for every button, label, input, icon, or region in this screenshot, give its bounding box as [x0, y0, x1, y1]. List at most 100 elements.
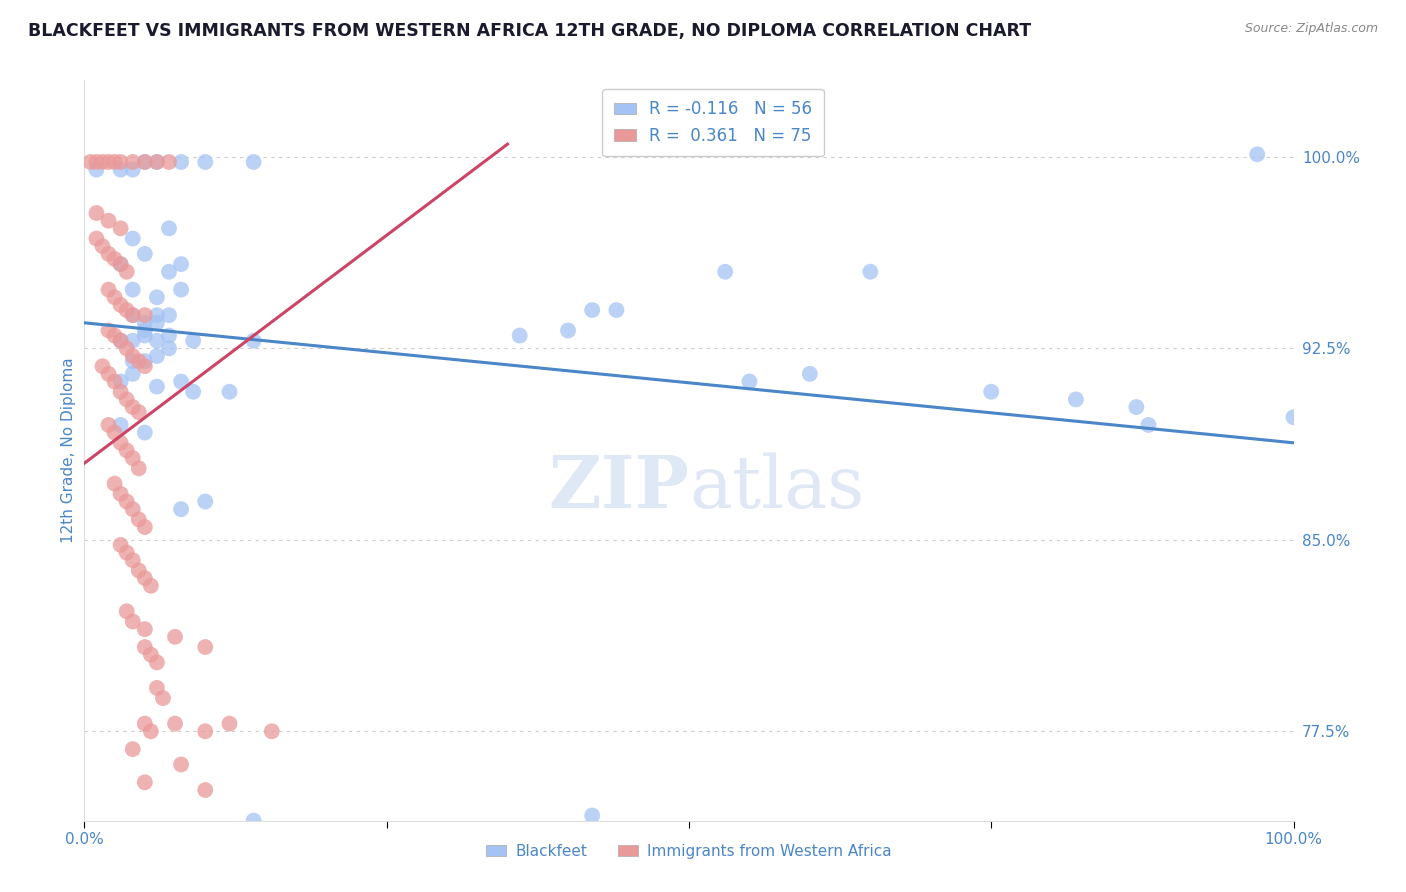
Point	[139, 579, 162, 593]
Point	[121, 553, 143, 567]
Y-axis label: 12th Grade, No Diploma: 12th Grade, No Diploma	[60, 358, 76, 543]
Point	[121, 283, 143, 297]
Point	[115, 303, 138, 318]
Point	[110, 221, 132, 235]
Point	[194, 494, 217, 508]
Point	[134, 308, 156, 322]
Point	[134, 425, 156, 440]
Point	[165, 716, 187, 731]
Point	[1246, 147, 1268, 161]
Point	[115, 342, 138, 356]
Point	[115, 545, 138, 559]
Point	[194, 155, 217, 169]
Point	[110, 435, 132, 450]
Point	[110, 257, 132, 271]
Point	[86, 231, 108, 245]
Point	[97, 213, 120, 227]
Point	[79, 155, 101, 169]
Point	[97, 367, 120, 381]
Point	[165, 630, 187, 644]
Point	[97, 323, 120, 337]
Point	[121, 349, 143, 363]
Text: atlas: atlas	[689, 452, 865, 523]
Point	[91, 239, 114, 253]
Point	[110, 384, 132, 399]
Point	[859, 265, 882, 279]
Point	[139, 648, 162, 662]
Point	[242, 814, 264, 828]
Point	[146, 334, 169, 348]
Point	[146, 681, 169, 695]
Text: ZIP: ZIP	[548, 452, 689, 523]
Text: BLACKFEET VS IMMIGRANTS FROM WESTERN AFRICA 12TH GRADE, NO DIPLOMA CORRELATION C: BLACKFEET VS IMMIGRANTS FROM WESTERN AFR…	[28, 22, 1031, 40]
Point	[1125, 400, 1147, 414]
Point	[121, 367, 143, 381]
Point	[509, 328, 531, 343]
Point	[104, 328, 127, 343]
Point	[1137, 417, 1160, 432]
Point	[97, 247, 120, 261]
Point	[134, 247, 156, 261]
Point	[128, 461, 150, 475]
Point	[170, 283, 193, 297]
Point	[134, 354, 156, 368]
Point	[146, 155, 169, 169]
Point	[170, 375, 193, 389]
Point	[121, 308, 143, 322]
Point	[194, 783, 217, 797]
Point	[181, 384, 204, 399]
Point	[110, 334, 132, 348]
Point	[110, 298, 132, 312]
Point	[104, 375, 127, 389]
Point	[115, 604, 138, 618]
Point	[738, 375, 761, 389]
Point	[134, 520, 156, 534]
Point	[121, 334, 143, 348]
Point	[110, 538, 132, 552]
Point	[91, 359, 114, 374]
Point	[134, 328, 156, 343]
Point	[157, 328, 180, 343]
Point	[121, 354, 143, 368]
Point	[110, 155, 132, 169]
Point	[146, 316, 169, 330]
Point	[110, 375, 132, 389]
Point	[134, 323, 156, 337]
Point	[134, 359, 156, 374]
Point	[115, 392, 138, 407]
Point	[110, 334, 132, 348]
Legend: Blackfeet, Immigrants from Western Africa: Blackfeet, Immigrants from Western Afric…	[481, 838, 897, 865]
Point	[194, 724, 217, 739]
Point	[157, 155, 180, 169]
Point	[104, 290, 127, 304]
Point	[146, 155, 169, 169]
Point	[128, 354, 150, 368]
Point	[194, 640, 217, 654]
Point	[157, 308, 180, 322]
Point	[134, 716, 156, 731]
Point	[1064, 392, 1087, 407]
Point	[134, 622, 156, 636]
Point	[97, 155, 120, 169]
Point	[110, 417, 132, 432]
Point	[121, 451, 143, 466]
Point	[121, 742, 143, 756]
Point	[218, 716, 240, 731]
Point	[170, 257, 193, 271]
Point	[128, 564, 150, 578]
Point	[152, 691, 174, 706]
Point	[146, 290, 169, 304]
Point	[121, 162, 143, 177]
Point	[605, 303, 627, 318]
Point	[134, 155, 156, 169]
Point	[121, 155, 143, 169]
Point	[115, 265, 138, 279]
Point	[581, 303, 603, 318]
Point	[115, 494, 138, 508]
Point	[110, 162, 132, 177]
Point	[146, 349, 169, 363]
Point	[714, 265, 737, 279]
Point	[86, 155, 108, 169]
Text: Source: ZipAtlas.com: Source: ZipAtlas.com	[1244, 22, 1378, 36]
Point	[104, 252, 127, 266]
